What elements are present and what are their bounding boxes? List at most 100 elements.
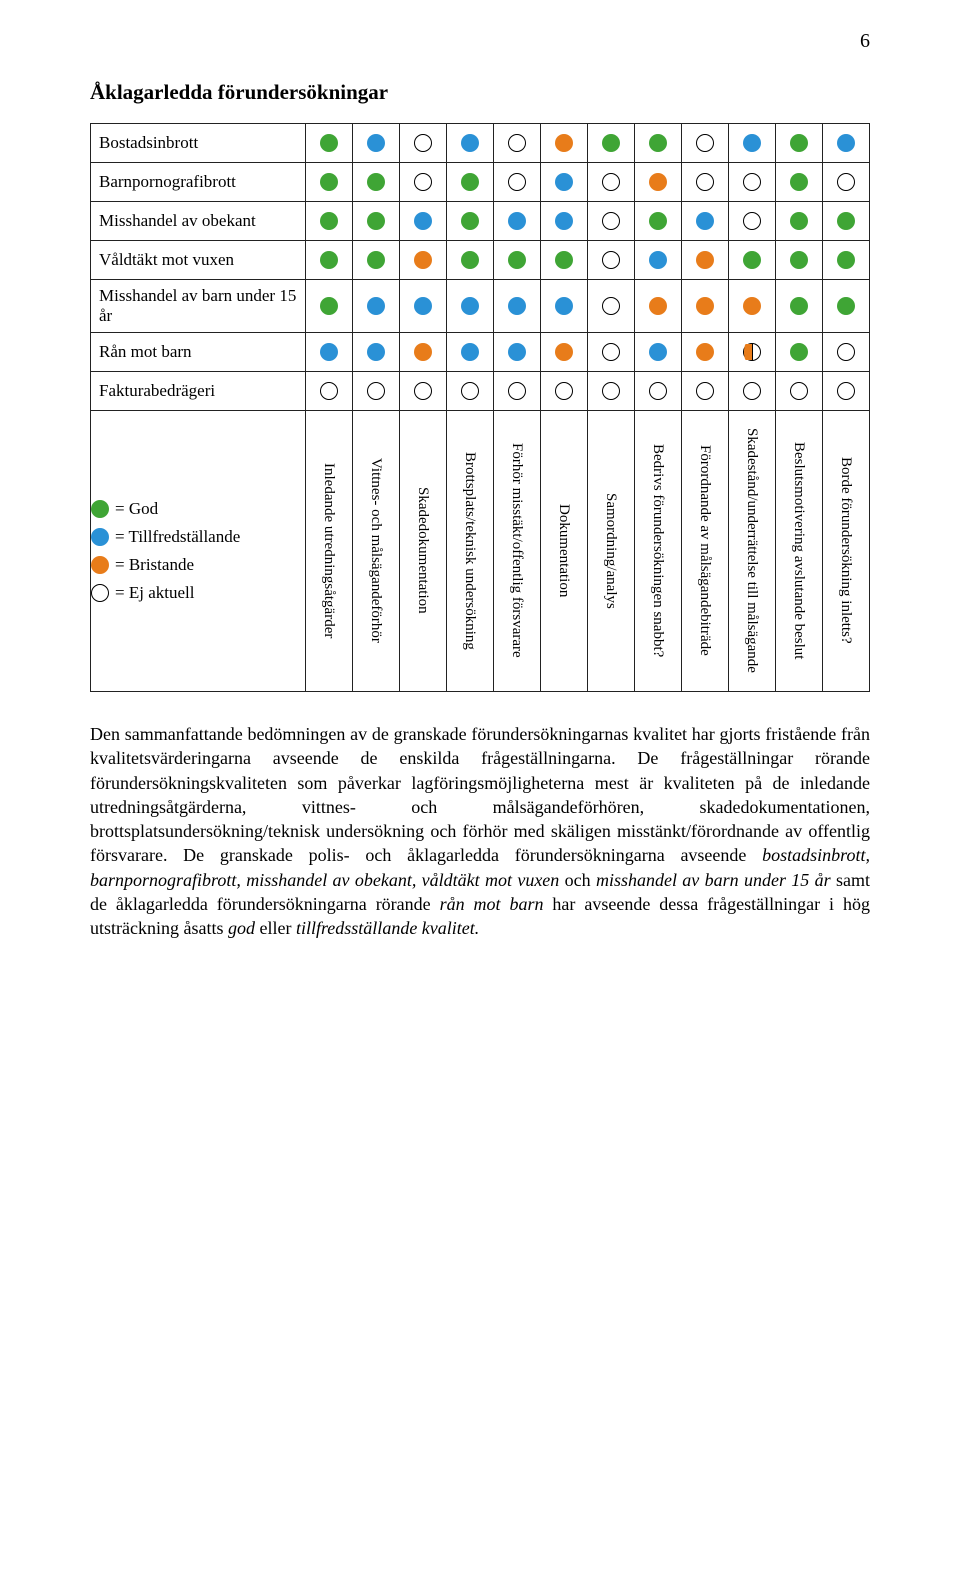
column-header-cell: Samordning/analys [587, 411, 634, 692]
matrix-cell [775, 163, 822, 202]
column-header-label: Brottsplats/teknisk undersökning [461, 448, 478, 650]
column-header-cell: Förordnande av målsägandebiträde [681, 411, 728, 692]
rating-dot [743, 343, 761, 361]
rating-dot [790, 251, 808, 269]
column-header-label: Borde förundersökning inletts? [838, 453, 855, 644]
rating-dot [461, 297, 479, 315]
matrix-cell [822, 333, 869, 372]
rating-dot [91, 556, 109, 574]
matrix-cell [822, 372, 869, 411]
matrix-cell [399, 333, 446, 372]
legend-item: = Ej aktuell [91, 583, 305, 603]
rating-dot [602, 382, 620, 400]
rating-dot [790, 297, 808, 315]
rating-dot [555, 173, 573, 191]
matrix-cell [634, 124, 681, 163]
matrix-cell [540, 124, 587, 163]
rating-dot [696, 212, 714, 230]
matrix-row-label: Fakturabedrägeri [91, 372, 306, 411]
matrix-cell [634, 241, 681, 280]
matrix-cell [446, 280, 493, 333]
matrix-cell [352, 333, 399, 372]
rating-dot [461, 134, 479, 152]
rating-dot [649, 251, 667, 269]
matrix-cell [822, 280, 869, 333]
column-header-label: Samordning/analys [603, 489, 620, 609]
matrix-cell [305, 333, 352, 372]
rating-dot [414, 212, 432, 230]
rating-dot [555, 251, 573, 269]
page-number: 6 [860, 30, 870, 53]
column-header-label: Förordnande av målsägandebiträde [697, 441, 714, 656]
rating-dot [555, 343, 573, 361]
matrix-row: Våldtäkt mot vuxen [91, 241, 870, 280]
matrix-cell [587, 372, 634, 411]
matrix-row: Misshandel av barn under 15 år [91, 280, 870, 333]
rating-dot [837, 251, 855, 269]
matrix-cell [728, 202, 775, 241]
column-header-label: Inledande utredningsåtgärder [320, 459, 337, 638]
matrix-cell [493, 124, 540, 163]
rating-dot [320, 173, 338, 191]
rating-dot [649, 134, 667, 152]
rating-dot [508, 173, 526, 191]
matrix-cell [587, 241, 634, 280]
matrix-cell [493, 163, 540, 202]
rating-dot [508, 251, 526, 269]
matrix-cell [822, 202, 869, 241]
matrix-cell [587, 280, 634, 333]
matrix-row-label: Bostadsinbrott [91, 124, 306, 163]
rating-dot [743, 134, 761, 152]
matrix-row-label: Misshandel av obekant [91, 202, 306, 241]
matrix-row: Barnpornografibrott [91, 163, 870, 202]
matrix-cell [634, 163, 681, 202]
column-header-cell: Dokumentation [540, 411, 587, 692]
rating-dot [461, 212, 479, 230]
matrix-cell [681, 280, 728, 333]
matrix-cell [305, 124, 352, 163]
rating-dot [461, 343, 479, 361]
rating-dot [837, 134, 855, 152]
matrix-cell [399, 241, 446, 280]
rating-dot [320, 343, 338, 361]
section-title: Åklagarledda förundersökningar [90, 80, 870, 105]
rating-dot [414, 173, 432, 191]
rating-dot [649, 173, 667, 191]
matrix-cell [728, 163, 775, 202]
paragraph-run: eller [255, 918, 296, 938]
rating-dot [320, 297, 338, 315]
legend-item: = God [91, 499, 305, 519]
matrix-cell [775, 124, 822, 163]
matrix-cell [352, 124, 399, 163]
rating-dot [414, 382, 432, 400]
rating-dot [743, 173, 761, 191]
matrix-cell [634, 333, 681, 372]
matrix-cell [681, 124, 728, 163]
matrix-cell [775, 280, 822, 333]
rating-dot [414, 297, 432, 315]
matrix-cell [540, 163, 587, 202]
rating-dot [555, 134, 573, 152]
column-header-label: Vittnes- och målsägandeförhör [367, 454, 384, 643]
matrix-cell [399, 280, 446, 333]
rating-dot [508, 212, 526, 230]
matrix-cell [446, 202, 493, 241]
column-header-label: Bedrivs förundersökningen snabbt? [650, 440, 667, 657]
matrix-cell [446, 372, 493, 411]
rating-dot [649, 297, 667, 315]
matrix-cell [728, 372, 775, 411]
matrix-cell [446, 163, 493, 202]
paragraph-run: och [559, 870, 596, 890]
paragraph-run-italic: misshandel av barn under 15 år [596, 870, 831, 890]
rating-dot [320, 251, 338, 269]
rating-dot [91, 528, 109, 546]
legend-cell: = God= Tillfredställande= Bristande= Ej … [91, 411, 306, 692]
rating-dot [837, 173, 855, 191]
matrix-cell [681, 241, 728, 280]
rating-dot [602, 134, 620, 152]
rating-dot [508, 343, 526, 361]
rating-dot [602, 212, 620, 230]
matrix-cell [446, 124, 493, 163]
column-header-label: Beslutsmotivering avslutande beslut [791, 438, 808, 659]
matrix-cell [352, 241, 399, 280]
